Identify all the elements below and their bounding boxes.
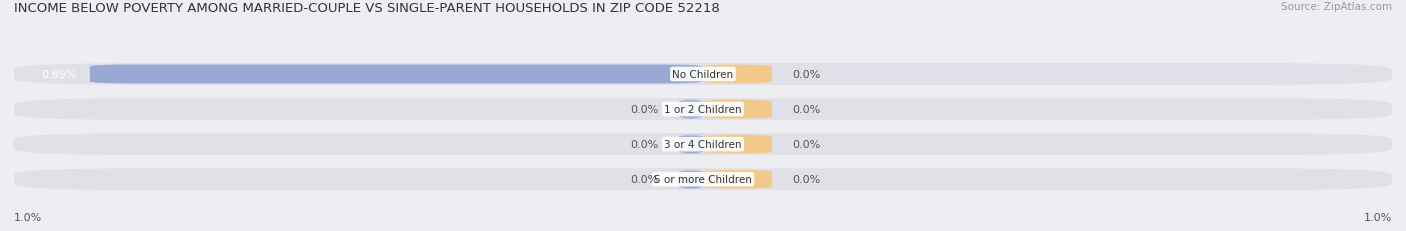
- FancyBboxPatch shape: [703, 100, 772, 119]
- Text: INCOME BELOW POVERTY AMONG MARRIED-COUPLE VS SINGLE-PARENT HOUSEHOLDS IN ZIP COD: INCOME BELOW POVERTY AMONG MARRIED-COUPL…: [14, 2, 720, 15]
- Legend: Married Couples, Single Parents: Married Couples, Single Parents: [582, 230, 824, 231]
- Text: 0.0%: 0.0%: [630, 140, 658, 149]
- Text: 0.0%: 0.0%: [630, 174, 658, 184]
- Text: 5 or more Children: 5 or more Children: [654, 174, 752, 184]
- Text: 0.89%: 0.89%: [42, 70, 77, 80]
- Text: 1 or 2 Children: 1 or 2 Children: [664, 105, 742, 115]
- FancyBboxPatch shape: [662, 135, 720, 154]
- Text: 0.0%: 0.0%: [793, 174, 821, 184]
- Text: 1.0%: 1.0%: [14, 212, 42, 222]
- Text: No Children: No Children: [672, 70, 734, 80]
- FancyBboxPatch shape: [14, 169, 1392, 190]
- FancyBboxPatch shape: [703, 135, 772, 154]
- FancyBboxPatch shape: [14, 64, 1392, 85]
- FancyBboxPatch shape: [90, 65, 703, 84]
- Text: 1.0%: 1.0%: [1364, 212, 1392, 222]
- FancyBboxPatch shape: [703, 170, 772, 189]
- Text: 0.0%: 0.0%: [793, 70, 821, 80]
- FancyBboxPatch shape: [662, 100, 720, 119]
- Text: 0.0%: 0.0%: [793, 105, 821, 115]
- Text: 3 or 4 Children: 3 or 4 Children: [664, 140, 742, 149]
- FancyBboxPatch shape: [703, 65, 772, 84]
- Text: 0.0%: 0.0%: [793, 140, 821, 149]
- Text: Source: ZipAtlas.com: Source: ZipAtlas.com: [1281, 2, 1392, 12]
- FancyBboxPatch shape: [14, 134, 1392, 155]
- FancyBboxPatch shape: [662, 170, 720, 189]
- Text: 0.0%: 0.0%: [630, 105, 658, 115]
- FancyBboxPatch shape: [14, 99, 1392, 120]
